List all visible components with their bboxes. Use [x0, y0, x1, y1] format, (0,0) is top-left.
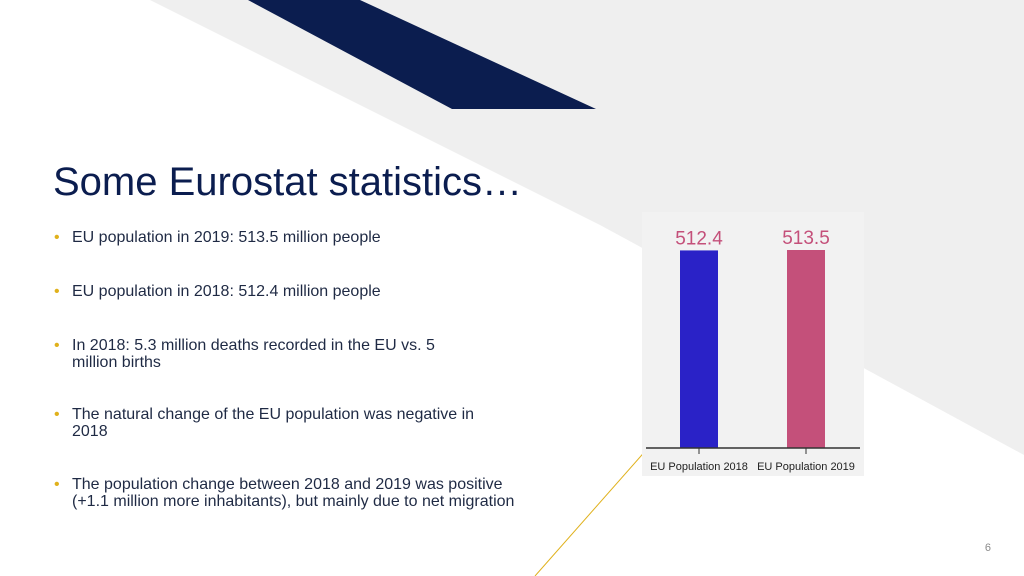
bar-2019: [787, 250, 825, 448]
bullet-dot-icon: •: [54, 283, 60, 300]
bullet-dot-icon: •: [54, 337, 60, 354]
bullet-item: • The natural change of the EU populatio…: [54, 406, 504, 440]
bullet-text: The population change between 2018 and 2…: [72, 476, 515, 510]
population-bar-chart: 512.4 EU Population 2018 513.5 EU Populatio…: [646, 228, 860, 473]
x-tick-label: EU Population 2018: [650, 461, 748, 473]
population-chart: 512.4 EU Population 2018 513.5 EU Populatio…: [642, 212, 864, 476]
bullet-dot-icon: •: [54, 406, 60, 423]
page-number: 6: [984, 542, 991, 554]
bullet-dot-icon: •: [54, 476, 60, 493]
bullet-text: In 2018: 5.3 million deaths recorded in …: [72, 337, 435, 371]
navy-band: [248, 0, 596, 109]
light-gray-band: [150, 0, 1024, 455]
x-tick-label: EU Population 2019: [757, 461, 855, 473]
bullet-item: • The population change between 2018 and…: [54, 476, 524, 510]
page-title: Some Eurostat statistics…: [53, 160, 523, 204]
bullet-item: • EU population in 2019: 513.5 million p…: [54, 229, 524, 246]
bullet-text: EU population in 2018: 512.4 million peo…: [72, 283, 381, 300]
bullet-item: • In 2018: 5.3 million deaths recorded i…: [54, 337, 484, 371]
bullet-text: The natural change of the EU population …: [72, 406, 475, 440]
gold-accent-line: [534, 447, 649, 576]
bullet-dot-icon: •: [54, 229, 60, 246]
bullet-text: EU population in 2019: 513.5 million peo…: [72, 229, 381, 246]
bar-value-label: 513.5: [782, 228, 830, 249]
bullet-item: • EU population in 2018: 512.4 million p…: [54, 283, 524, 300]
bar-2018: [680, 250, 718, 448]
bar-value-label: 512.4: [675, 228, 723, 249]
